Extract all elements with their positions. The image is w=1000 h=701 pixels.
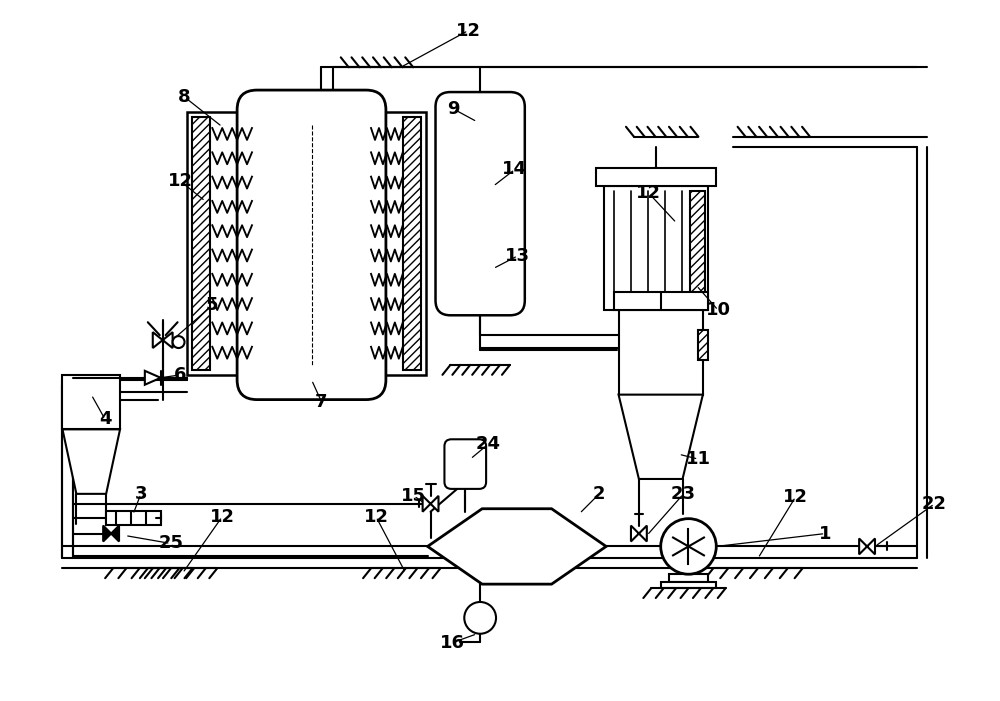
Circle shape <box>661 519 716 574</box>
Text: 10: 10 <box>706 301 731 320</box>
Text: 2: 2 <box>593 485 605 503</box>
Circle shape <box>173 336 185 348</box>
Polygon shape <box>103 526 119 541</box>
Text: 9: 9 <box>447 100 460 118</box>
Text: 8: 8 <box>178 88 191 106</box>
Text: 1: 1 <box>819 524 832 543</box>
Bar <box>106 511 161 524</box>
Polygon shape <box>859 538 875 554</box>
Text: 12: 12 <box>210 508 235 526</box>
Text: 25: 25 <box>158 534 183 552</box>
Bar <box>614 292 708 311</box>
FancyBboxPatch shape <box>237 90 386 400</box>
Polygon shape <box>145 371 161 385</box>
Polygon shape <box>423 496 438 512</box>
Text: 12: 12 <box>456 22 481 39</box>
Text: 24: 24 <box>476 435 501 454</box>
Bar <box>62 375 120 430</box>
Text: 12: 12 <box>783 488 808 506</box>
Bar <box>192 117 210 370</box>
Text: 12: 12 <box>168 172 193 191</box>
Bar <box>661 582 716 588</box>
FancyBboxPatch shape <box>436 92 525 315</box>
Bar <box>690 191 705 306</box>
Text: 22: 22 <box>922 495 947 512</box>
Polygon shape <box>153 332 173 348</box>
Text: 6: 6 <box>174 366 187 384</box>
Bar <box>698 330 708 360</box>
Circle shape <box>464 602 496 634</box>
Text: 7: 7 <box>315 393 328 411</box>
Text: 12: 12 <box>636 184 661 203</box>
Bar <box>619 311 703 395</box>
Bar <box>403 117 421 370</box>
Text: 5: 5 <box>206 297 219 314</box>
Polygon shape <box>619 395 703 479</box>
Text: 11: 11 <box>686 450 711 468</box>
Bar <box>669 574 708 582</box>
Bar <box>596 168 716 186</box>
Text: 12: 12 <box>363 508 388 526</box>
Text: 16: 16 <box>440 634 465 652</box>
Text: 3: 3 <box>135 485 147 503</box>
Polygon shape <box>428 509 606 584</box>
Bar <box>604 186 708 311</box>
FancyBboxPatch shape <box>444 440 486 489</box>
Text: 4: 4 <box>99 411 111 428</box>
Bar <box>482 514 552 579</box>
Polygon shape <box>631 526 647 541</box>
Polygon shape <box>62 430 120 494</box>
Text: 23: 23 <box>671 485 696 503</box>
Text: 14: 14 <box>502 161 527 179</box>
Text: 15: 15 <box>401 486 426 505</box>
Bar <box>187 112 426 375</box>
Text: 13: 13 <box>505 247 530 265</box>
